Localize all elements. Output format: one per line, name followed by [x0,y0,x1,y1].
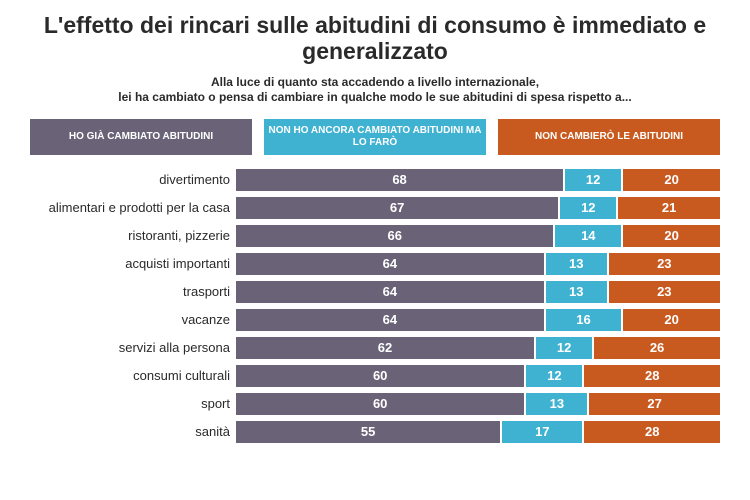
row-label: divertimento [30,172,230,187]
legend: HO GIÀ CAMBIATO ABITUDINI NON HO ANCORA C… [30,119,720,155]
bar-segment: 28 [584,421,720,443]
page-title: L'effetto dei rincari sulle abitudini di… [30,12,720,65]
bar-segment: 14 [555,225,623,247]
bar-segment: 12 [560,197,618,219]
row-label: ristoranti, pizzerie [30,228,230,243]
subtitle: Alla luce di quanto sta accadendo a live… [30,75,720,105]
stacked-bar: 621226 [236,337,720,359]
legend-item-0: HO GIÀ CAMBIATO ABITUDINI [30,119,252,155]
stacked-bar: 641620 [236,309,720,331]
stacked-bar: 671221 [236,197,720,219]
row-label: sport [30,396,230,411]
bar-segment: 20 [623,225,720,247]
chart-row: vacanze 641620 [30,309,720,331]
bar-segment: 23 [609,253,720,275]
row-label: sanità [30,424,230,439]
row-label: acquisti importanti [30,256,230,271]
bar-segment: 67 [236,197,560,219]
bar-segment: 64 [236,253,546,275]
bar-segment: 27 [589,393,720,415]
bar-segment: 13 [546,253,609,275]
bar-segment: 60 [236,393,526,415]
row-label: alimentari e prodotti per la casa [30,200,230,215]
stacked-bar: 661420 [236,225,720,247]
subtitle-line-1: Alla luce di quanto sta accadendo a live… [211,75,539,89]
stacked-bar: 551728 [236,421,720,443]
subtitle-line-2: lei ha cambiato o pensa di cambiare in q… [118,90,631,104]
chart-row: sanità 551728 [30,421,720,443]
chart-row: divertimento 681220 [30,169,720,191]
legend-item-1: NON HO ANCORA CAMBIATO ABITUDINI MA LO F… [264,119,486,155]
row-label: consumi culturali [30,368,230,383]
bar-segment: 21 [618,197,720,219]
bar-segment: 26 [594,337,720,359]
bar-segment: 12 [565,169,623,191]
bar-segment: 68 [236,169,565,191]
bar-segment: 20 [623,309,720,331]
bar-segment: 13 [526,393,589,415]
stacked-bar: 601327 [236,393,720,415]
chart-row: alimentari e prodotti per la casa 671221 [30,197,720,219]
chart-row: sport 601327 [30,393,720,415]
row-label: trasporti [30,284,230,299]
bar-segment: 16 [546,309,623,331]
stacked-bar-chart: divertimento681220alimentari e prodotti … [30,169,720,443]
bar-segment: 23 [609,281,720,303]
stacked-bar: 681220 [236,169,720,191]
stacked-bar: 641323 [236,281,720,303]
bar-segment: 66 [236,225,555,247]
bar-segment: 17 [502,421,584,443]
bar-segment: 20 [623,169,720,191]
chart-row: servizi alla persona 621226 [30,337,720,359]
chart-row: consumi culturali 601228 [30,365,720,387]
bar-segment: 12 [536,337,594,359]
bar-segment: 64 [236,281,546,303]
legend-item-2: NON CAMBIERÒ LE ABITUDINI [498,119,720,155]
row-label: vacanze [30,312,230,327]
stacked-bar: 641323 [236,253,720,275]
chart-row: trasporti 641323 [30,281,720,303]
bar-segment: 64 [236,309,546,331]
bar-segment: 55 [236,421,502,443]
chart-row: ristoranti, pizzerie 661420 [30,225,720,247]
stacked-bar: 601228 [236,365,720,387]
chart-row: acquisti importanti 641323 [30,253,720,275]
bar-segment: 62 [236,337,536,359]
row-label: servizi alla persona [30,340,230,355]
bar-segment: 60 [236,365,526,387]
bar-segment: 12 [526,365,584,387]
bar-segment: 28 [584,365,720,387]
bar-segment: 13 [546,281,609,303]
